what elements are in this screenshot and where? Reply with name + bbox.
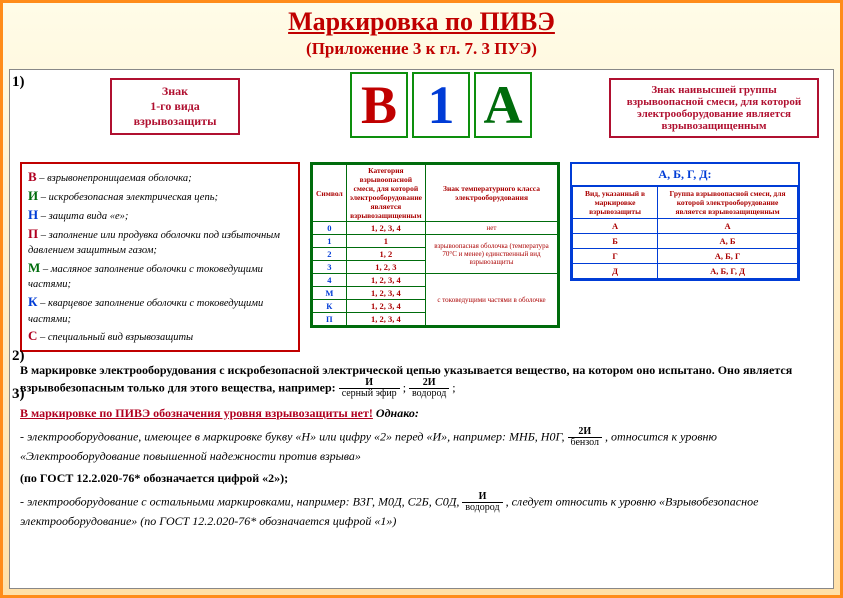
- table-row: 01, 2, 3, 4нет: [313, 222, 558, 235]
- table-row: ДА, Б, Г, Д: [573, 264, 798, 279]
- protection-types-list: В – взрывонепроницаемая оболочка;И – иск…: [20, 162, 300, 352]
- frac-4: Иводород: [462, 492, 502, 513]
- para2-text: В маркировке электрооборудования с искро…: [20, 363, 792, 394]
- para3-head: В маркировке по ПИВЭ обозначения уровня …: [20, 406, 373, 420]
- protection-type-item: М – масляное заполнение оболочки с токов…: [28, 259, 292, 293]
- table-row: АА: [573, 219, 798, 234]
- marker-2: 2): [12, 348, 25, 365]
- frac-3: 2Ибензол: [568, 427, 603, 448]
- frac-2: 2Иводород: [409, 378, 449, 399]
- frac-1: Исерный эфир: [339, 378, 400, 399]
- paragraph-3-line2: (по ГОСТ 12.2.020-76* обозначается цифро…: [20, 470, 823, 486]
- protection-type-item: И – искробезопасная электрическая цепь;: [28, 187, 292, 206]
- protection-type-item: В – взрывонепроницаемая оболочка;: [28, 168, 292, 187]
- table-row: ГА, Б, Г: [573, 249, 798, 264]
- table-row: 11взрывоопасная оболочка (температура 70…: [313, 235, 558, 248]
- marker-3: 3): [12, 386, 25, 403]
- paragraph-3-line1: - электрооборудование, имеющее в маркиро…: [20, 427, 823, 464]
- para3-however: Однако:: [376, 406, 419, 420]
- big-letter-1: 1: [412, 72, 470, 138]
- big-letter-a: А: [474, 72, 532, 138]
- protection-type-item: Н – защита вида «е»;: [28, 206, 292, 225]
- paragraph-2: В маркировке электрооборудования с искро…: [20, 362, 823, 399]
- paragraph-3-line3: - электрооборудование с остальными марки…: [20, 492, 823, 529]
- paragraph-3: В маркировке по ПИВЭ обозначения уровня …: [20, 405, 823, 421]
- table-row: БА, Б: [573, 234, 798, 249]
- group-table: А, Б, Г, Д: Вид, указанный в маркировке …: [570, 162, 800, 281]
- label-left-box: Знак 1-го вида взрывозащиты: [110, 78, 240, 135]
- page-title: Маркировка по ПИВЭ: [3, 7, 840, 37]
- protection-type-item: П – заполнение или продувка оболочки под…: [28, 225, 292, 259]
- content-area: 1) 2) 3) Знак 1-го вида взрывозащиты В 1…: [9, 69, 834, 589]
- group-table-header: А, Б, Г, Д:: [572, 164, 798, 186]
- big-letters: В 1 А: [350, 72, 532, 138]
- mid-row: В – взрывонепроницаемая оболочка;И – иск…: [20, 162, 823, 352]
- table-row: 41, 2, 3, 4с токоведущими частями в обол…: [313, 274, 558, 287]
- label-right-box: Знак наивысшей группы взрывоопасной смес…: [609, 78, 819, 138]
- big-letter-v: В: [350, 72, 408, 138]
- protection-type-item: К – кварцевое заполнение оболочки с токо…: [28, 293, 292, 327]
- page-subtitle: (Приложение 3 к гл. 7. 3 ПУЭ): [3, 39, 840, 59]
- protection-type-item: С – специальный вид взрывозащиты: [28, 327, 292, 346]
- category-table: СимволКатегория взрывоопасной смеси, для…: [310, 162, 560, 328]
- top-row: Знак 1-го вида взрывозащиты В 1 А Знак н…: [20, 78, 823, 156]
